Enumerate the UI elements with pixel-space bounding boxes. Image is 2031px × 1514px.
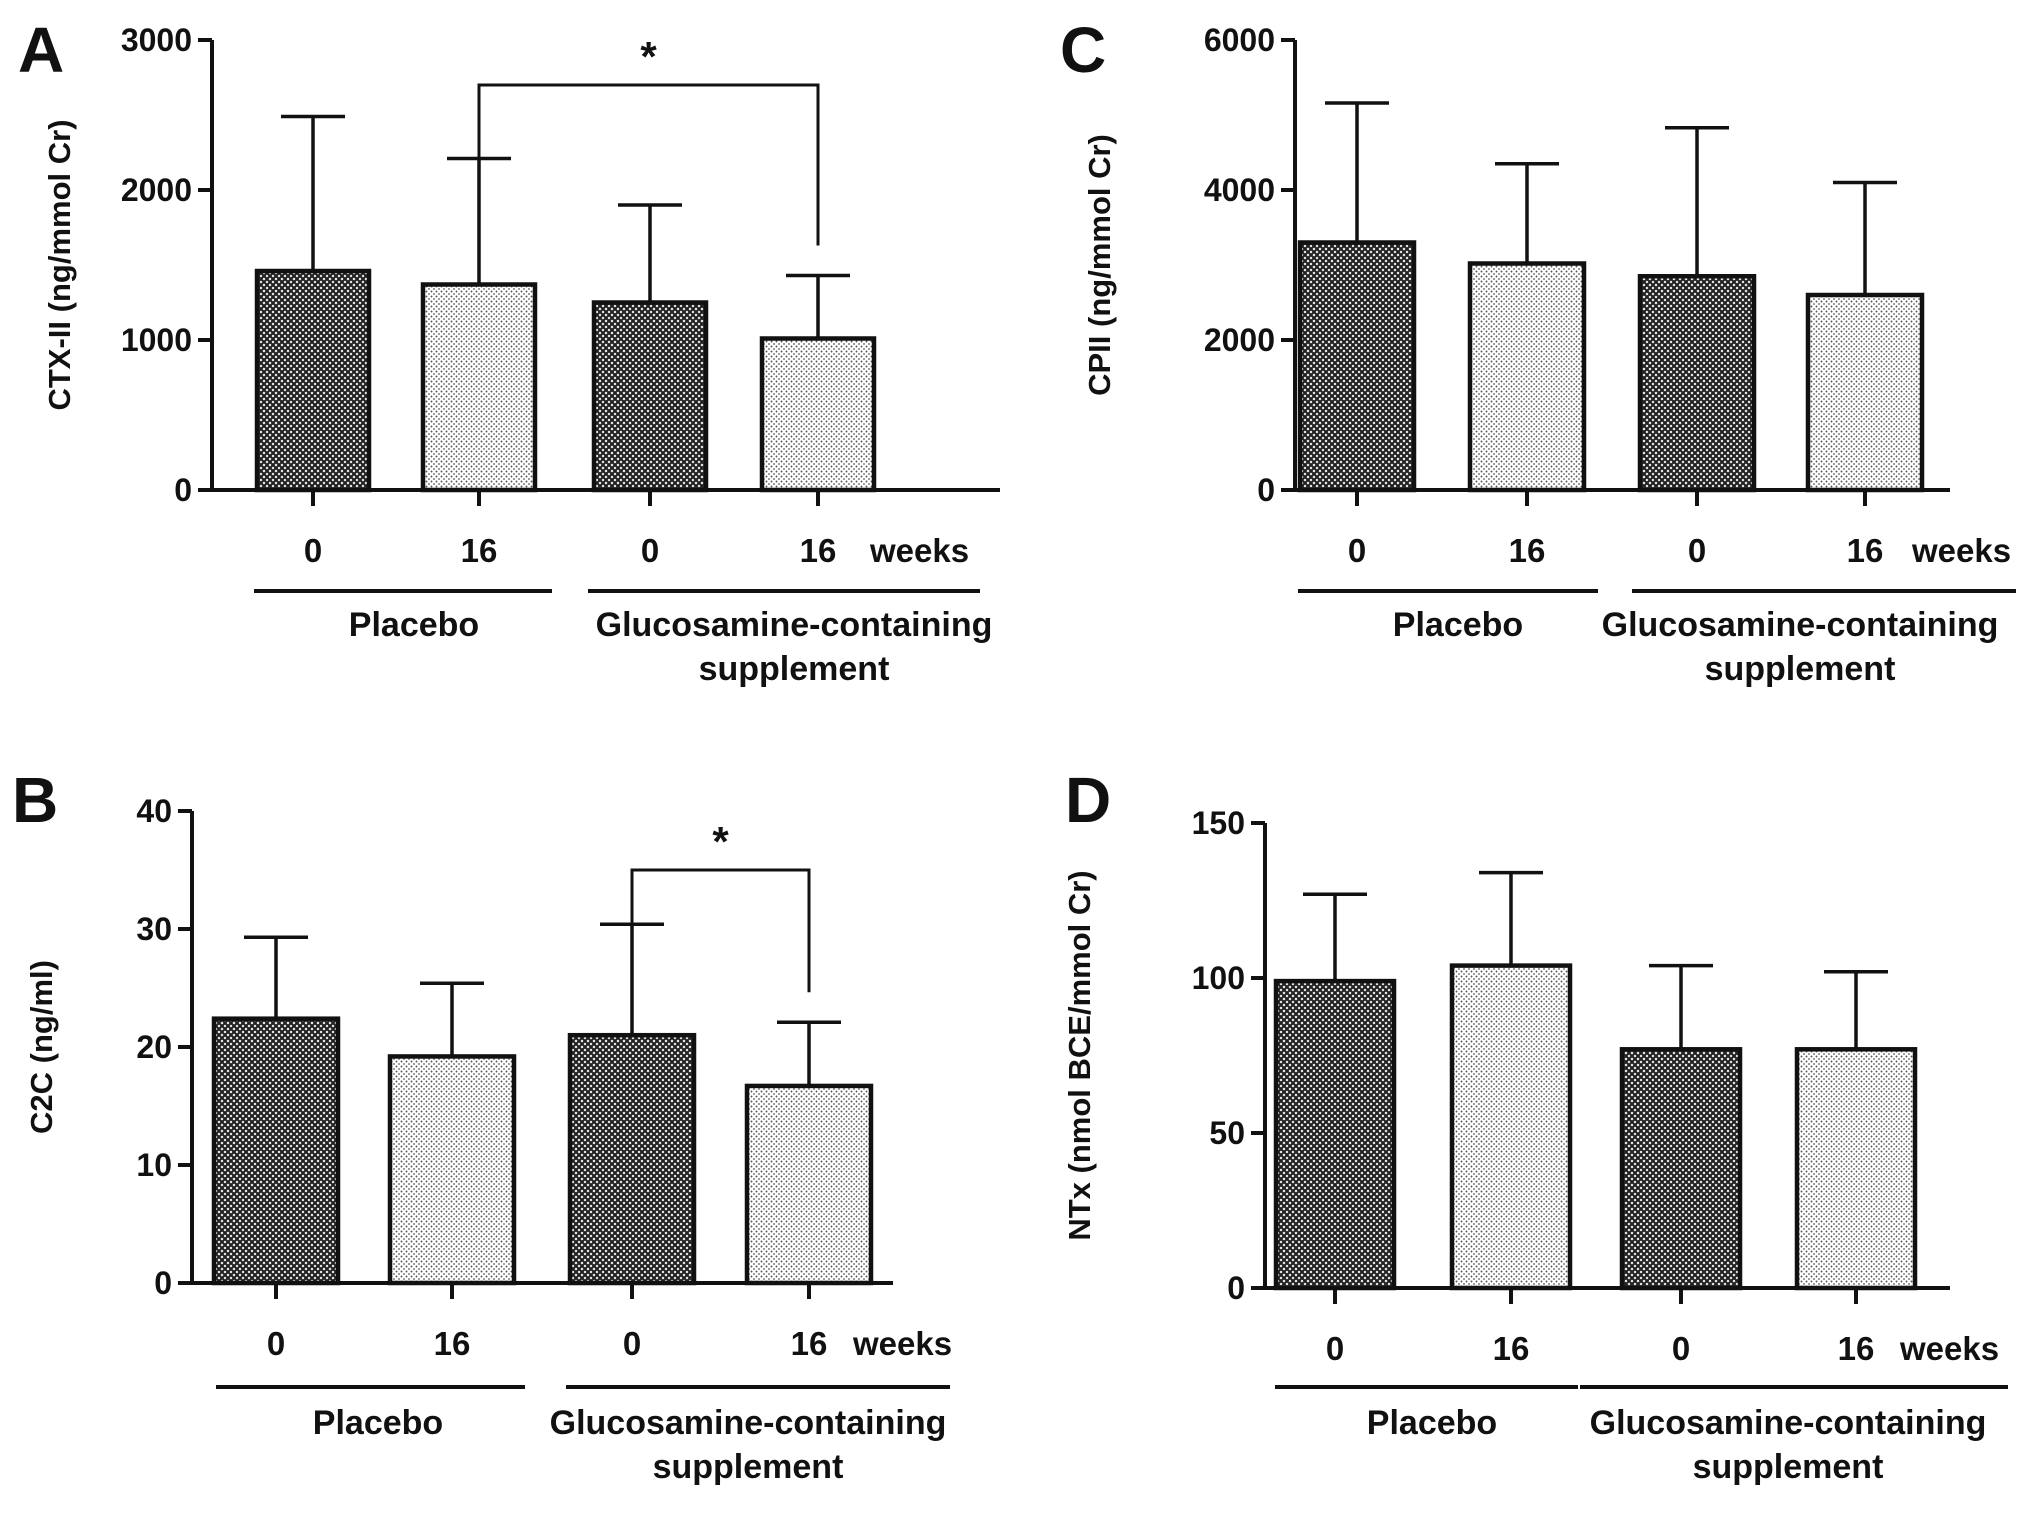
bar	[1467, 261, 1587, 493]
panel-letter: B	[12, 764, 58, 836]
group-label: supplement	[653, 1448, 844, 1486]
chart-panel-b: B 0 10 20 30 40 C2C (ng/ml) 0 16 0 16 weeks Placebo G…	[12, 764, 952, 1486]
x-tick-label: 0	[1348, 532, 1366, 569]
panel-letter: C	[1060, 14, 1106, 86]
bar	[1449, 963, 1573, 1291]
group-label: Glucosamine-containing	[1602, 606, 1999, 644]
y-tick-label: 4000	[1204, 172, 1275, 208]
y-tick-label: 6000	[1204, 22, 1275, 58]
group-label: Placebo	[313, 1404, 443, 1442]
chart-panel-a: A 0 1000 2000 3000 CTX-II (ng/mmol Cr) 0 16 0 16 w…	[18, 14, 1000, 688]
x-tick-label: 0	[1326, 1330, 1344, 1367]
bar	[420, 282, 538, 493]
x-tick-label: 16	[1493, 1330, 1530, 1367]
panel-letter: A	[18, 14, 64, 86]
bar	[1794, 1047, 1918, 1291]
group-label: Placebo	[1393, 606, 1523, 644]
chart-panel-d: D 0 50 100 150 NTx (nmol BCE/mmol Cr) 0 16 0 16 we…	[1062, 764, 2008, 1486]
bar	[254, 268, 372, 493]
x-tick-label: 16	[434, 1325, 471, 1362]
panel-letter: D	[1065, 764, 1111, 836]
y-axis-title: CPII (ng/mmol Cr)	[1082, 134, 1117, 396]
x-tick-label: 16	[791, 1325, 828, 1362]
y-tick-label: 100	[1192, 960, 1245, 996]
x-tick-label: 0	[641, 532, 659, 569]
significance-marker: *	[640, 33, 657, 80]
group-label: Placebo	[349, 606, 479, 644]
x-unit-label: weeks	[1899, 1330, 1999, 1367]
y-tick-label: 3000	[121, 22, 192, 58]
y-tick-label: 30	[136, 911, 172, 947]
y-tick-label: 10	[136, 1147, 172, 1183]
y-axis-title: CTX-II (ng/mmol Cr)	[42, 119, 77, 410]
bar	[591, 300, 709, 493]
y-tick-label: 0	[154, 1265, 172, 1301]
group-label: Glucosamine-containing	[1590, 1404, 1987, 1442]
y-tick-label: 2000	[121, 172, 192, 208]
significance-marker: *	[712, 818, 729, 865]
x-tick-label: 0	[1688, 532, 1706, 569]
y-tick-label: 0	[1257, 472, 1275, 508]
x-tick-label: 0	[267, 1325, 285, 1362]
bar	[744, 1083, 874, 1286]
y-tick-label: 0	[174, 472, 192, 508]
y-tick-label: 20	[136, 1029, 172, 1065]
x-tick-label: 16	[461, 532, 498, 569]
y-tick-label: 50	[1209, 1115, 1245, 1151]
group-label: supplement	[1705, 650, 1896, 688]
bar	[1297, 240, 1417, 493]
y-tick-label: 0	[1227, 1270, 1245, 1306]
x-tick-label: 0	[623, 1325, 641, 1362]
y-tick-label: 40	[136, 793, 172, 829]
group-label: Glucosamine-containing	[550, 1404, 947, 1442]
y-axis-title: C2C (ng/ml)	[24, 960, 59, 1134]
chart-panel-c: C 0 2000 4000 6000 CPII (ng/mmol Cr) 0 16 0 16 wee…	[1060, 14, 2016, 688]
bar	[211, 1016, 341, 1286]
group-label: Placebo	[1367, 1404, 1497, 1442]
bar	[1273, 978, 1397, 1291]
group-label: supplement	[1693, 1448, 1884, 1486]
bar	[387, 1054, 517, 1286]
significance-bracket	[630, 868, 811, 993]
x-tick-label: 16	[1847, 532, 1884, 569]
x-tick-label: 16	[800, 532, 837, 569]
x-tick-label: 16	[1838, 1330, 1875, 1367]
bar	[1619, 1047, 1743, 1291]
bar	[759, 336, 877, 493]
y-tick-label: 2000	[1204, 322, 1275, 358]
y-tick-label: 1000	[121, 322, 192, 358]
x-unit-label: weeks	[869, 532, 969, 569]
x-tick-label: 0	[304, 532, 322, 569]
y-axis-title: NTx (nmol BCE/mmol Cr)	[1062, 870, 1097, 1240]
x-unit-label: weeks	[1911, 532, 2011, 569]
x-unit-label: weeks	[852, 1325, 952, 1362]
group-label: Glucosamine-containing	[596, 606, 993, 644]
x-tick-label: 0	[1672, 1330, 1690, 1367]
x-tick-label: 16	[1509, 532, 1546, 569]
significance-bracket	[477, 83, 820, 246]
y-tick-label: 150	[1192, 805, 1245, 841]
bar	[1805, 292, 1925, 493]
bar	[567, 1032, 697, 1286]
bar	[1637, 274, 1757, 493]
group-label: supplement	[699, 650, 890, 688]
